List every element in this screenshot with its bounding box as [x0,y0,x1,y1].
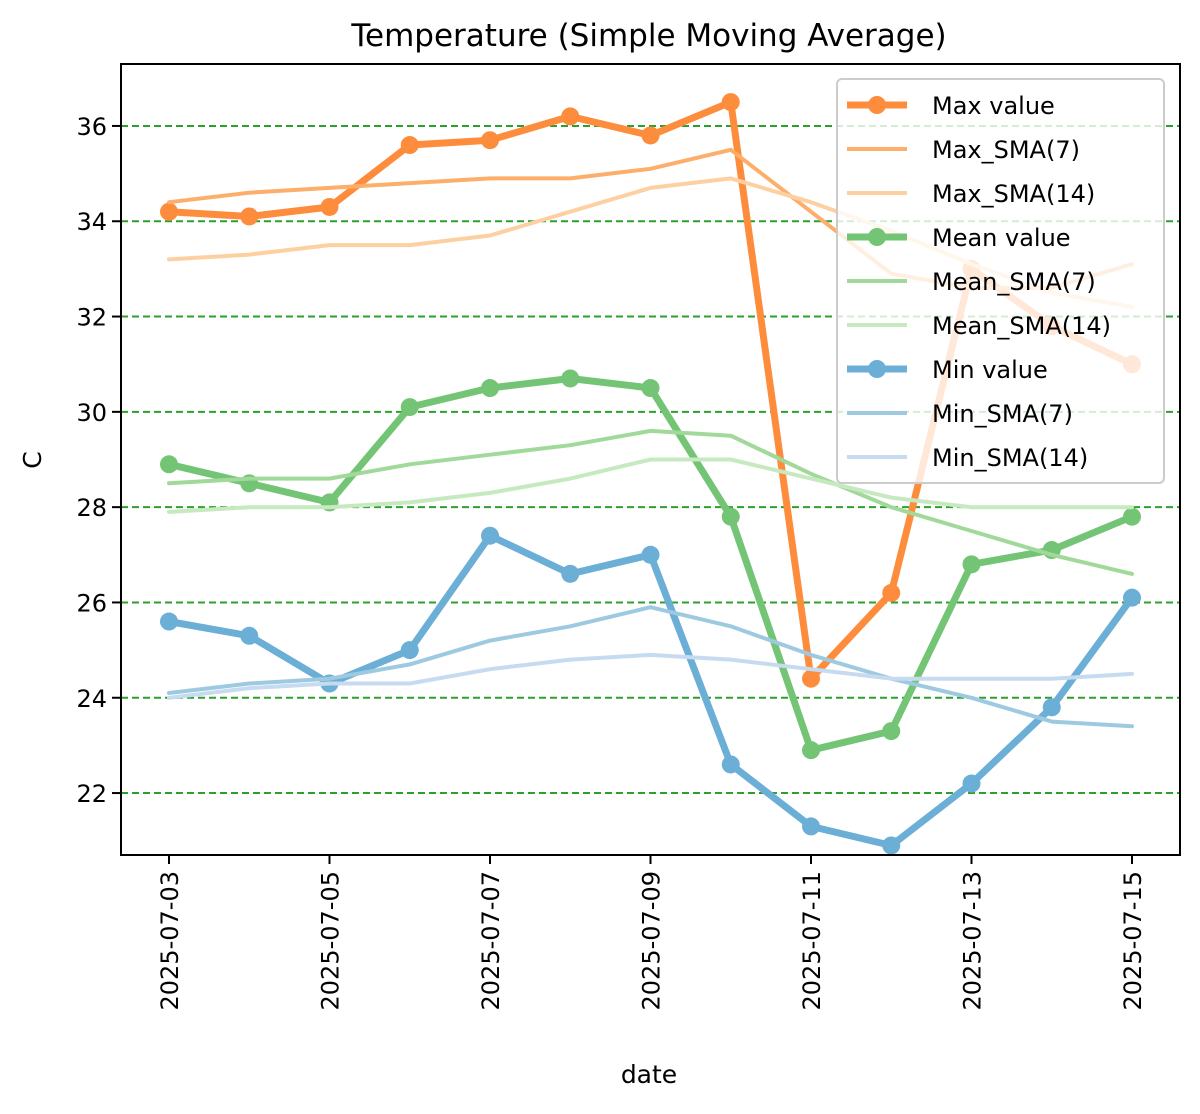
series-mean-sma-7 [167,428,1134,576]
x-axis-label: date [621,1060,677,1089]
series-line-mean-sma-7 [167,428,1134,576]
data-point [962,555,981,574]
data-point [721,507,740,526]
legend-marker [868,96,886,114]
data-point [1123,507,1141,526]
y-tick-label: 36 [76,113,107,141]
data-point [561,107,580,126]
y-axis-label: C [18,451,47,468]
legend-label: Min value [932,356,1048,384]
data-point [1042,698,1061,717]
legend-marker [868,228,886,246]
legend-box [836,78,1165,484]
data-point [160,455,178,474]
series-line-min-value [165,532,1136,849]
data-point [561,564,580,583]
data-point [641,545,660,564]
series-mean-sma-14 [167,457,1134,514]
legend-label: Min_SMA(14) [932,444,1088,472]
legend-label: Min_SMA(7) [932,400,1073,428]
x-tick-label: 2025-07-15 [1119,871,1147,1010]
x-tick-label: 2025-07-09 [638,871,666,1010]
y-tick-label: 24 [76,685,107,713]
legend: Max value Max_SMA(7) Max_SMA(14) Mean value… [836,78,1165,484]
y-tick-label: 28 [76,494,107,522]
legend-label: Mean_SMA(7) [932,268,1096,296]
y-axis: 22 24 26 28 30 32 34 36 [76,113,121,808]
x-tick-label: 2025-07-03 [156,871,184,1010]
x-tick-label: 2025-07-05 [317,871,345,1010]
data-point [320,197,339,216]
legend-label: Max_SMA(14) [932,180,1095,208]
data-point [561,369,580,388]
data-point [882,836,901,855]
data-point [721,755,740,774]
x-axis: 2025-07-03 2025-07-05 2025-07-07 2025-07-09… [156,855,1147,1010]
series-min-sma-14 [167,652,1134,700]
y-tick-label: 22 [76,780,107,808]
data-point [962,774,981,793]
x-tick-label: 2025-07-11 [798,871,826,1010]
x-tick-label: 2025-07-07 [477,871,505,1010]
data-point [240,626,259,645]
y-tick-label: 30 [76,399,107,427]
series-min-value [160,526,1141,855]
data-point [721,93,740,112]
data-point [481,526,499,545]
data-point [481,379,499,398]
data-point [160,612,178,631]
series-line-min-sma-7 [167,605,1134,729]
data-point [882,722,901,741]
data-point [400,398,419,417]
data-point [802,741,820,760]
data-point [240,207,259,226]
y-tick-label: 34 [76,208,107,236]
y-tick-label: 32 [76,304,107,332]
data-point [160,202,178,221]
series-line-min-sma-14 [167,652,1134,700]
data-point [641,126,660,145]
y-tick-label: 26 [76,589,107,617]
legend-label: Mean_SMA(14) [932,312,1111,340]
data-point [641,379,660,398]
data-point [802,669,820,688]
data-point [1123,588,1141,607]
legend-label: Max_SMA(7) [932,136,1080,164]
x-tick-label: 2025-07-13 [959,871,987,1010]
legend-label: Mean value [932,224,1071,252]
chart-title: Temperature (Simple Moving Average) [350,18,946,54]
series-min-sma-7 [167,605,1134,729]
legend-marker [868,360,886,378]
data-point [400,136,419,155]
data-point [882,583,901,602]
data-point [481,131,499,150]
series-line-mean-sma-14 [167,457,1134,514]
data-point [802,817,820,836]
legend-label: Max value [932,92,1055,120]
series-mean-value [160,369,1141,760]
data-point [400,641,419,660]
